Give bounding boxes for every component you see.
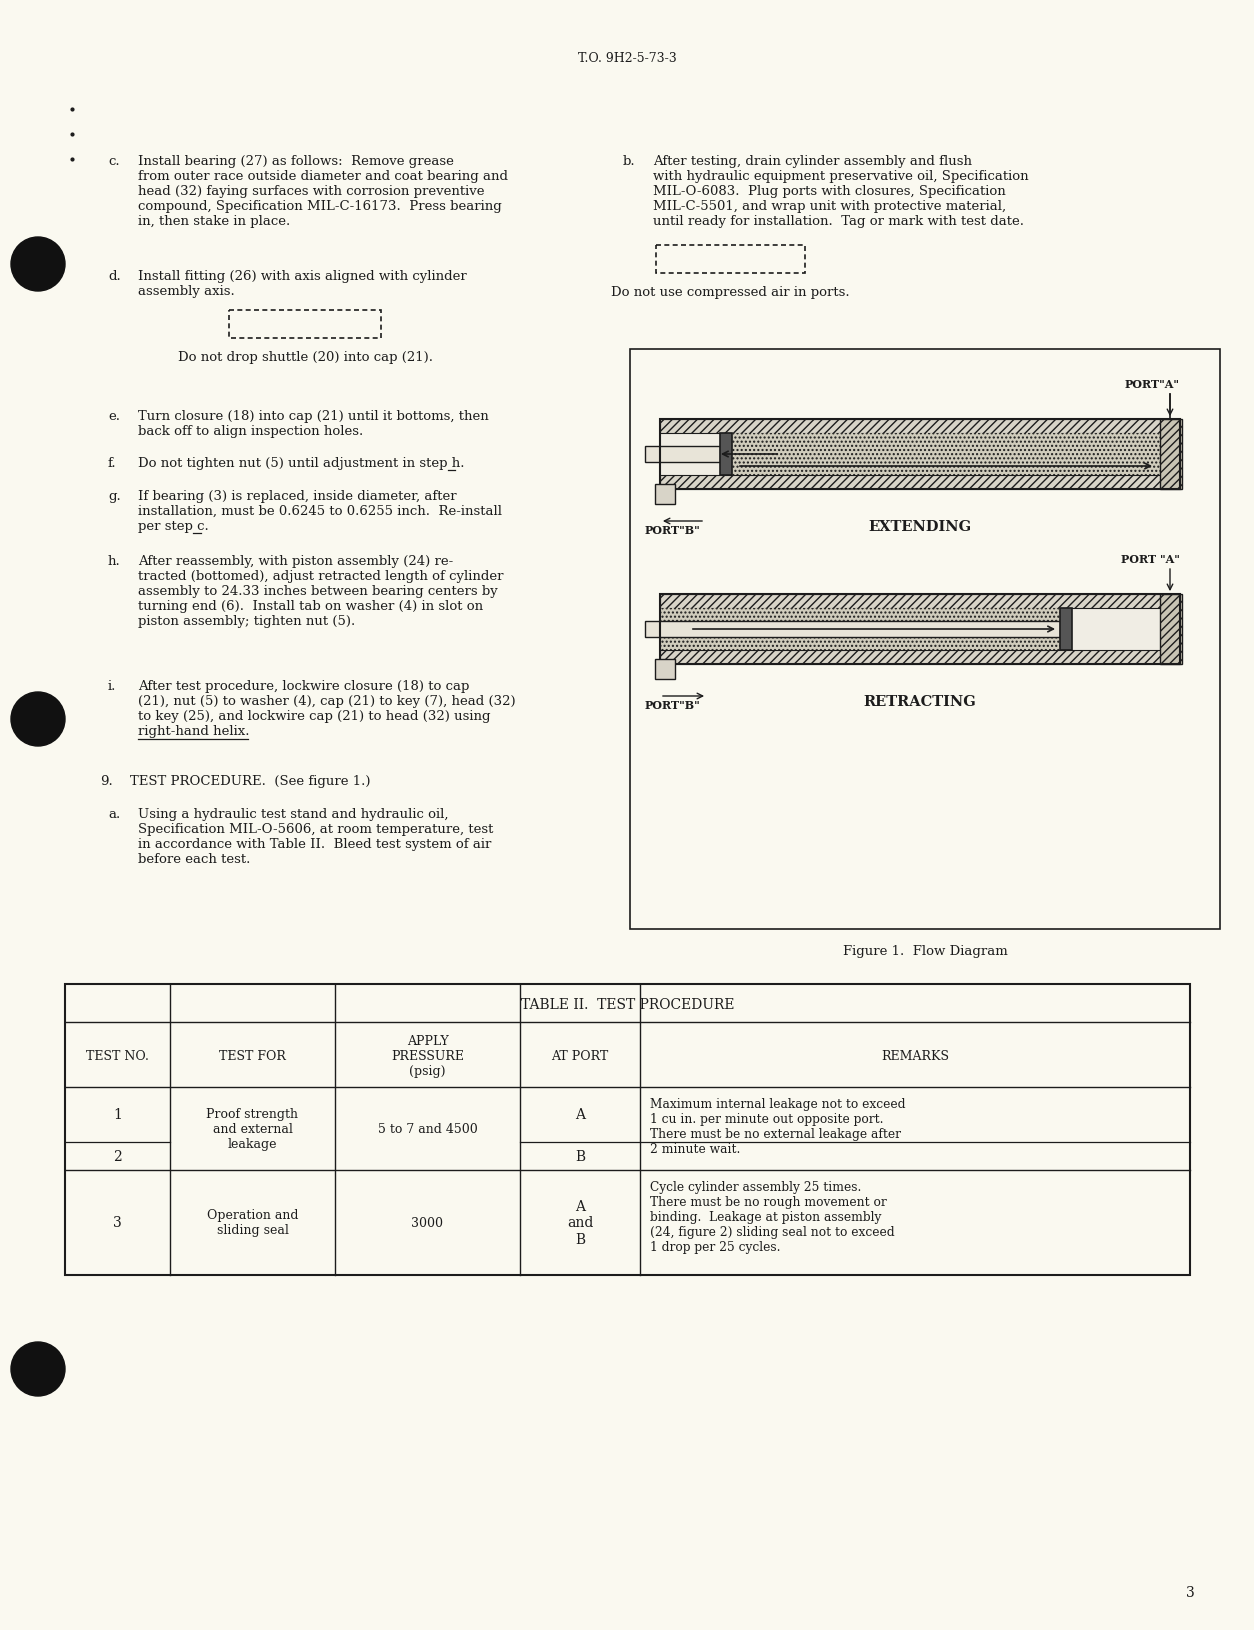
Text: RETRACTING: RETRACTING: [864, 694, 977, 709]
Text: Cycle cylinder assembly 25 times.
There must be no rough movement or
binding.  L: Cycle cylinder assembly 25 times. There …: [650, 1180, 894, 1253]
Text: TEST FOR: TEST FOR: [219, 1050, 286, 1063]
Text: EXTENDING: EXTENDING: [869, 520, 972, 533]
Text: CAUTION: CAUTION: [693, 254, 766, 267]
Circle shape: [11, 693, 65, 747]
Text: h.: h.: [108, 554, 120, 567]
Text: AT PORT: AT PORT: [552, 1050, 608, 1063]
Text: Do not use compressed air in ports.: Do not use compressed air in ports.: [611, 285, 849, 298]
Text: APPLY
PRESSURE
(psig): APPLY PRESSURE (psig): [391, 1035, 464, 1077]
Text: PORT"B": PORT"B": [645, 699, 701, 711]
Text: Turn closure (18) into cap (21) until it bottoms, then
back off to align inspect: Turn closure (18) into cap (21) until it…: [138, 409, 489, 438]
Circle shape: [11, 1341, 65, 1397]
Text: 3: 3: [113, 1216, 122, 1229]
Bar: [660, 595, 1180, 608]
Text: After reassembly, with piston assembly (24) re-
tracted (bottomed), adjust retra: After reassembly, with piston assembly (…: [138, 554, 504, 628]
Text: T.O. 9H2-5-73-3: T.O. 9H2-5-73-3: [578, 52, 676, 65]
Bar: [660, 608, 1060, 650]
Text: Maximum internal leakage not to exceed
1 cu in. per minute out opposite port.
Th: Maximum internal leakage not to exceed 1…: [650, 1097, 905, 1156]
Bar: [630, 350, 1220, 929]
Text: Figure 1.  Flow Diagram: Figure 1. Flow Diagram: [843, 944, 1007, 957]
Text: 3: 3: [1186, 1584, 1195, 1599]
Text: e.: e.: [108, 409, 120, 422]
Text: After testing, drain cylinder assembly and flush
with hydraulic equipment preser: After testing, drain cylinder assembly a…: [653, 155, 1028, 228]
Bar: [1060, 608, 1072, 650]
FancyBboxPatch shape: [656, 246, 805, 274]
Text: 1: 1: [113, 1108, 122, 1121]
Text: TABLE II.  TEST PROCEDURE: TABLE II. TEST PROCEDURE: [520, 998, 735, 1011]
Text: Install bearing (27) as follows:  Remove grease
from outer race outside diameter: Install bearing (27) as follows: Remove …: [138, 155, 508, 228]
Text: REMARKS: REMARKS: [882, 1050, 949, 1063]
Text: Operation and
sliding seal: Operation and sliding seal: [207, 1209, 298, 1237]
Text: CAUTION: CAUTION: [270, 319, 341, 333]
Text: 5 to 7 and 4500: 5 to 7 and 4500: [377, 1123, 478, 1136]
Bar: [660, 476, 1180, 489]
Text: a.: a.: [108, 807, 120, 820]
Text: c.: c.: [108, 155, 119, 168]
Text: PORT"B": PORT"B": [645, 525, 701, 536]
Circle shape: [11, 238, 65, 292]
Text: Do not tighten nut (5) until adjustment in step h.: Do not tighten nut (5) until adjustment …: [138, 456, 464, 469]
FancyBboxPatch shape: [229, 311, 381, 339]
Bar: [660, 421, 1180, 489]
Bar: [660, 434, 1180, 476]
Bar: [655, 484, 675, 505]
Text: B: B: [574, 1149, 586, 1164]
Bar: [720, 434, 732, 476]
Text: 3000: 3000: [411, 1216, 444, 1229]
Bar: [655, 660, 675, 680]
Bar: [1160, 421, 1183, 489]
Text: If bearing (3) is replaced, inside diameter, after
installation, must be 0.6245 : If bearing (3) is replaced, inside diame…: [138, 489, 502, 533]
Bar: [660, 650, 1180, 665]
Bar: [660, 421, 1180, 434]
Bar: [732, 434, 1180, 476]
Text: A: A: [576, 1108, 586, 1121]
Text: TEST PROCEDURE.  (See figure 1.): TEST PROCEDURE. (See figure 1.): [130, 774, 370, 787]
Bar: [660, 595, 1180, 665]
Bar: [645, 621, 1060, 637]
Text: A
and
B: A and B: [567, 1200, 593, 1245]
Text: After test procedure, lockwire closure (18) to cap
(21), nut (5) to washer (4), : After test procedure, lockwire closure (…: [138, 680, 515, 737]
Text: d.: d.: [108, 271, 120, 284]
Bar: [1160, 595, 1183, 665]
Text: 2: 2: [113, 1149, 122, 1164]
Text: Do not drop shuttle (20) into cap (21).: Do not drop shuttle (20) into cap (21).: [178, 350, 433, 363]
Text: PORT"A": PORT"A": [1125, 378, 1180, 390]
Text: g.: g.: [108, 489, 120, 502]
Text: 9.: 9.: [100, 774, 113, 787]
Text: PORT "A": PORT "A": [1121, 554, 1180, 564]
Text: TEST NO.: TEST NO.: [87, 1050, 149, 1063]
Bar: [660, 608, 1180, 650]
Text: i.: i.: [108, 680, 117, 693]
Text: b.: b.: [623, 155, 636, 168]
Text: Install fitting (26) with axis aligned with cylinder
assembly axis.: Install fitting (26) with axis aligned w…: [138, 271, 466, 298]
Bar: [645, 447, 720, 463]
Text: Proof strength
and external
leakage: Proof strength and external leakage: [207, 1107, 298, 1151]
Text: Using a hydraulic test stand and hydraulic oil,
Specification MIL-O-5606, at roo: Using a hydraulic test stand and hydraul…: [138, 807, 493, 866]
Bar: [65, 985, 1190, 1275]
Text: f.: f.: [108, 456, 117, 469]
